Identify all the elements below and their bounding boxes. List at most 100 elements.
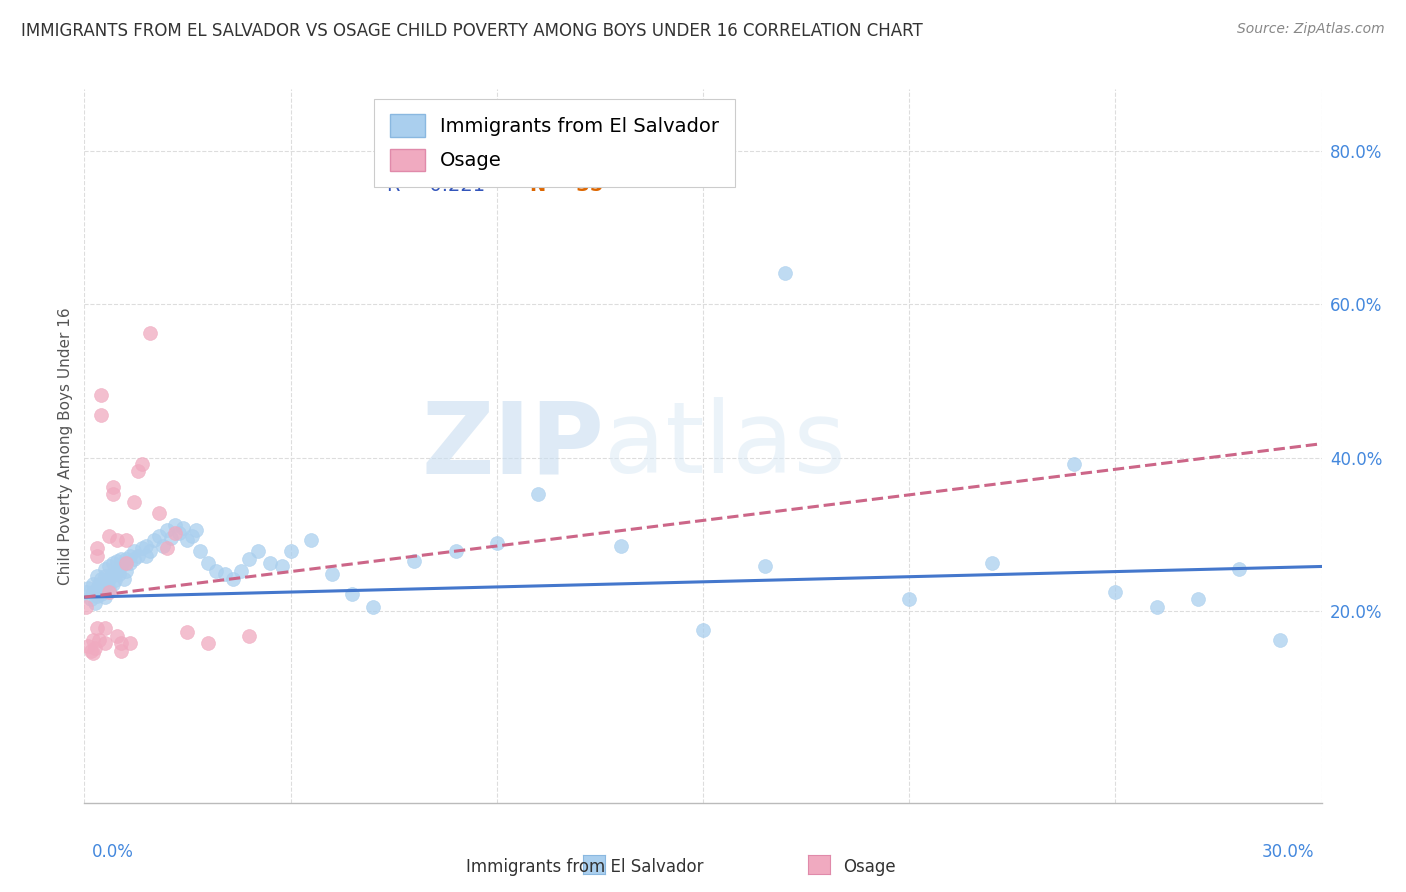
Point xyxy=(197,557,219,571)
Point xyxy=(1104,584,1126,599)
Text: Immigrants from El Salvador: Immigrants from El Salvador xyxy=(465,858,703,876)
Point xyxy=(135,539,157,553)
Point xyxy=(122,551,145,566)
Point xyxy=(77,581,100,595)
Point xyxy=(94,579,117,593)
Point xyxy=(91,582,114,597)
Point xyxy=(156,524,179,538)
Point xyxy=(114,551,136,566)
Point xyxy=(184,524,207,538)
Point xyxy=(148,529,170,543)
Text: N = 35: N = 35 xyxy=(530,176,603,194)
Point xyxy=(176,533,198,548)
Point xyxy=(143,533,166,548)
Point xyxy=(100,569,122,583)
Point xyxy=(222,572,245,586)
Point xyxy=(103,577,125,591)
Point xyxy=(118,636,141,650)
Point xyxy=(188,544,211,558)
Point xyxy=(361,600,384,615)
Point xyxy=(98,584,121,599)
Point xyxy=(83,596,105,610)
Text: 0.0%: 0.0% xyxy=(91,843,134,861)
Point xyxy=(197,636,219,650)
Point xyxy=(180,529,202,543)
Point xyxy=(980,557,1002,571)
Point xyxy=(110,559,132,574)
Text: R = 0.104: R = 0.104 xyxy=(388,136,485,155)
Point xyxy=(527,487,550,501)
Point xyxy=(94,590,117,604)
Point xyxy=(404,554,426,568)
Point xyxy=(86,582,108,597)
Point xyxy=(105,628,128,642)
Point xyxy=(165,518,187,533)
Point xyxy=(775,266,797,280)
Point xyxy=(114,533,136,548)
Point xyxy=(110,644,132,658)
Text: IMMIGRANTS FROM EL SALVADOR VS OSAGE CHILD POVERTY AMONG BOYS UNDER 16 CORRELATI: IMMIGRANTS FROM EL SALVADOR VS OSAGE CHI… xyxy=(21,22,922,40)
Point xyxy=(176,625,198,640)
Point xyxy=(238,628,260,642)
Point xyxy=(82,633,104,648)
Point xyxy=(105,564,128,578)
Text: atlas: atlas xyxy=(605,398,845,494)
Point xyxy=(75,600,97,615)
Point xyxy=(1270,633,1292,648)
Text: ZIP: ZIP xyxy=(422,398,605,494)
Point xyxy=(75,584,97,599)
Point xyxy=(238,551,260,566)
Point xyxy=(1227,562,1250,576)
Text: R = 0.221: R = 0.221 xyxy=(388,176,485,194)
Point xyxy=(94,562,117,576)
Point xyxy=(114,564,136,578)
Point xyxy=(94,636,117,650)
Point xyxy=(321,567,343,582)
Point xyxy=(103,487,125,501)
Point xyxy=(754,559,776,574)
Point xyxy=(94,569,117,583)
Point xyxy=(86,541,108,555)
Point xyxy=(692,623,714,637)
Point xyxy=(118,557,141,571)
Point xyxy=(609,539,631,553)
Point xyxy=(83,640,105,655)
Point xyxy=(105,554,128,568)
Point xyxy=(148,506,170,520)
Point xyxy=(86,569,108,583)
Point xyxy=(114,557,136,571)
Point xyxy=(1146,600,1168,615)
Point xyxy=(444,544,467,558)
Point xyxy=(77,639,100,653)
Text: Source: ZipAtlas.com: Source: ZipAtlas.com xyxy=(1237,22,1385,37)
Point xyxy=(1187,592,1209,607)
Point xyxy=(90,579,112,593)
Point xyxy=(87,577,110,591)
Point xyxy=(485,536,508,550)
Point xyxy=(103,557,125,571)
Point xyxy=(127,549,149,563)
Point xyxy=(104,574,127,588)
Point xyxy=(898,592,921,607)
Point xyxy=(98,582,121,597)
Point xyxy=(110,636,132,650)
Text: Osage: Osage xyxy=(844,858,896,876)
Point xyxy=(108,567,131,582)
Point xyxy=(86,621,108,635)
Point xyxy=(172,521,194,535)
Text: 30.0%: 30.0% xyxy=(1263,843,1315,861)
Point xyxy=(205,564,228,578)
Point xyxy=(165,525,187,540)
Point xyxy=(90,587,112,601)
Point xyxy=(98,529,121,543)
Point xyxy=(94,621,117,635)
Point xyxy=(90,387,112,401)
Point xyxy=(122,495,145,509)
Point xyxy=(112,572,135,586)
Point xyxy=(246,544,269,558)
Point xyxy=(103,567,125,582)
Point xyxy=(152,539,174,553)
Point xyxy=(79,644,101,658)
Point xyxy=(131,457,153,471)
Point xyxy=(90,572,112,586)
